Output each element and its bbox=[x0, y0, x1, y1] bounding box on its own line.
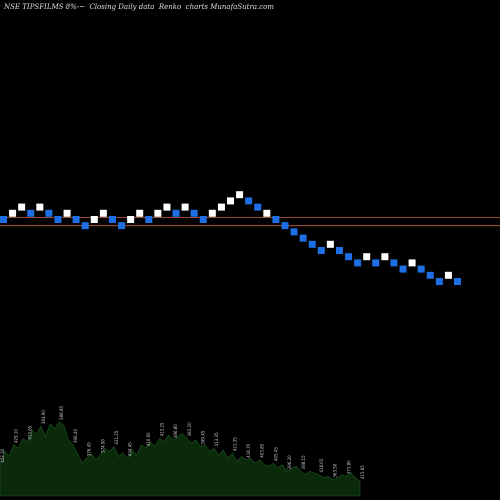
volume-label: 403.80 bbox=[260, 443, 265, 457]
volume-label: 410.95 bbox=[146, 432, 151, 446]
down-brick bbox=[54, 216, 62, 223]
down-brick bbox=[454, 278, 461, 285]
volume-label: 431.25 bbox=[114, 430, 119, 444]
up-brick bbox=[217, 203, 225, 211]
volume-label: 405.45 bbox=[273, 447, 278, 461]
volume-label: 382.20 bbox=[187, 422, 192, 436]
down-brick bbox=[108, 216, 116, 223]
down-brick bbox=[281, 222, 289, 230]
down-brick bbox=[27, 209, 35, 217]
volume-label: 418.70 bbox=[246, 443, 251, 457]
down-brick bbox=[172, 209, 180, 217]
volume-label: 413.25 bbox=[160, 422, 165, 436]
up-brick bbox=[381, 253, 389, 261]
up-brick bbox=[326, 240, 334, 248]
up-brick bbox=[127, 216, 135, 223]
down-brick bbox=[417, 265, 425, 273]
up-brick bbox=[154, 209, 162, 217]
down-brick bbox=[272, 216, 280, 223]
volume-label: 388.85 bbox=[59, 406, 64, 420]
down-brick bbox=[317, 247, 325, 254]
down-brick bbox=[118, 222, 126, 230]
volume-labels: 422.30 429.10 413.65 364.90 388.85 396.40 376.… bbox=[0, 406, 365, 480]
up-brick bbox=[363, 253, 371, 261]
volume-label: 376.45 bbox=[87, 442, 92, 456]
chart-title: NSE TIPSFILMS 8%-~ Closing Daily data Re… bbox=[4, 3, 274, 11]
volume-label: 421.35 bbox=[232, 437, 237, 451]
volume-label: 388.15 bbox=[301, 455, 306, 469]
volume-label: 429.10 bbox=[14, 429, 19, 443]
down-brick bbox=[245, 197, 253, 205]
up-brick bbox=[181, 203, 189, 211]
up-brick bbox=[90, 216, 98, 223]
volume-label: 363.50 bbox=[333, 463, 338, 477]
up-brick bbox=[208, 209, 216, 217]
down-brick bbox=[81, 222, 89, 230]
volume-label: 415.65 bbox=[360, 465, 365, 479]
volume-label: 418.65 bbox=[319, 458, 324, 472]
down-brick bbox=[426, 271, 434, 279]
volume-label: 413.65 bbox=[27, 425, 32, 439]
volume-label: 374.90 bbox=[100, 438, 105, 452]
down-brick bbox=[335, 247, 343, 254]
up-brick bbox=[36, 203, 44, 211]
up-brick bbox=[99, 209, 107, 217]
down-brick bbox=[72, 216, 80, 223]
volume-label: 399.45 bbox=[200, 430, 205, 444]
down-brick bbox=[290, 228, 298, 236]
down-brick bbox=[190, 209, 198, 217]
up-brick bbox=[444, 271, 452, 279]
up-brick bbox=[227, 197, 234, 205]
volume-label: 413.35 bbox=[214, 432, 219, 446]
up-brick bbox=[236, 191, 244, 199]
down-brick bbox=[390, 259, 398, 267]
down-brick bbox=[45, 209, 53, 217]
volume-label: 396.20 bbox=[287, 455, 292, 469]
volume-label: 364.90 bbox=[41, 410, 46, 424]
up-brick bbox=[136, 209, 144, 217]
down-brick bbox=[0, 216, 7, 223]
renko-bricks bbox=[0, 191, 461, 285]
volume-label: 434.45 bbox=[128, 442, 133, 456]
up-brick bbox=[9, 209, 17, 217]
down-brick bbox=[435, 278, 443, 285]
down-brick bbox=[372, 259, 380, 267]
volume-label: 386.80 bbox=[173, 424, 178, 438]
down-brick bbox=[199, 216, 207, 223]
down-brick bbox=[345, 253, 353, 261]
down-brick bbox=[145, 216, 153, 223]
down-brick bbox=[308, 240, 316, 248]
down-brick bbox=[399, 265, 407, 273]
volume-area-path bbox=[0, 421, 361, 497]
volume-label: 373.80 bbox=[346, 460, 351, 474]
volume-label: 396.40 bbox=[73, 429, 78, 443]
volume-label: 422.30 bbox=[0, 448, 5, 462]
up-brick bbox=[63, 209, 71, 217]
down-brick bbox=[354, 259, 362, 267]
up-brick bbox=[18, 203, 26, 211]
up-brick bbox=[263, 209, 271, 217]
volume-area bbox=[0, 421, 361, 497]
down-brick bbox=[254, 203, 262, 211]
up-brick bbox=[408, 259, 416, 267]
up-brick bbox=[163, 203, 171, 211]
down-brick bbox=[299, 234, 307, 242]
